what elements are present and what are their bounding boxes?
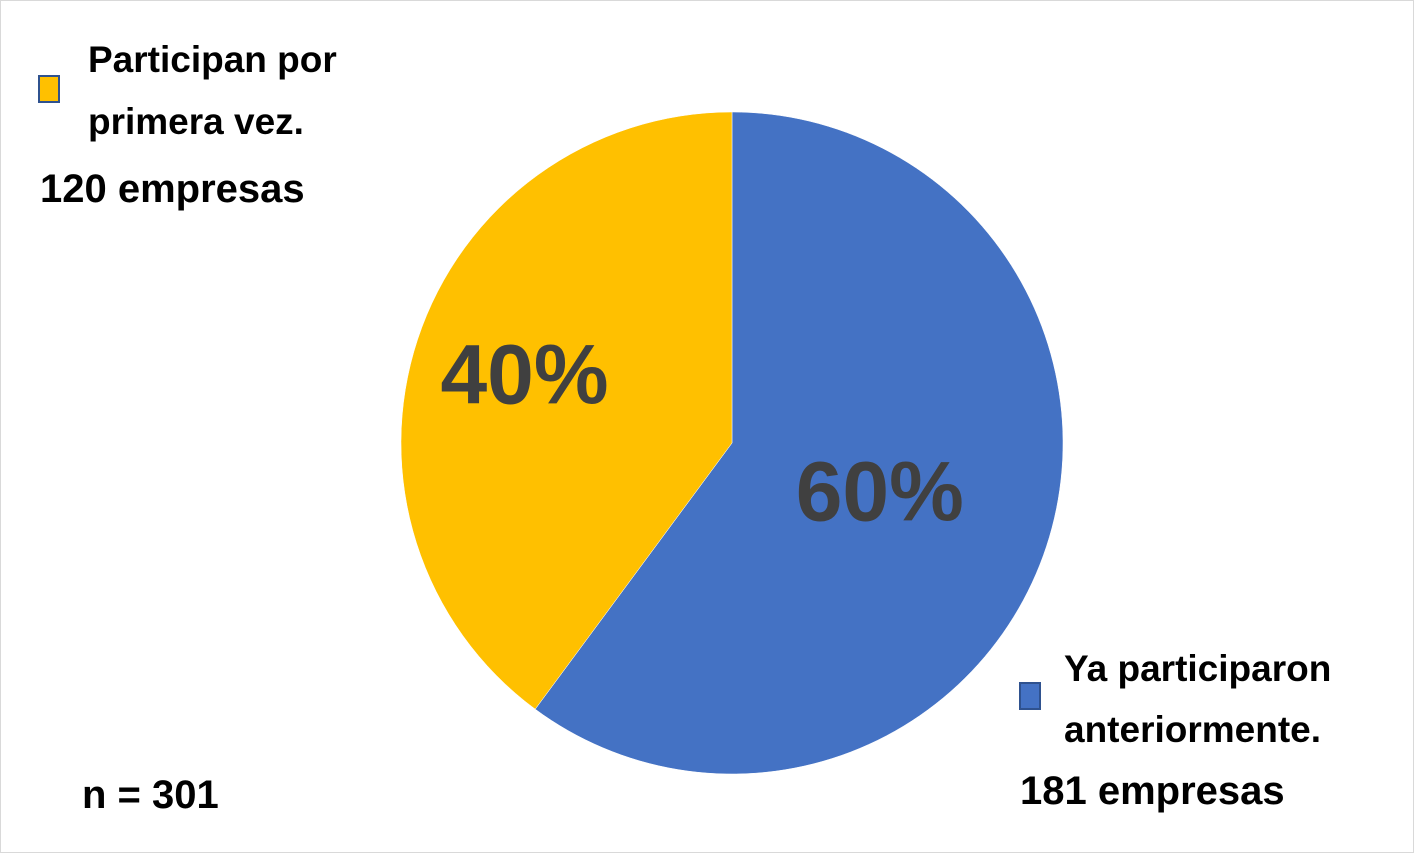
legend-label-previous-line1: Ya participaron	[1064, 648, 1332, 689]
pie-label-first-time: 40%	[440, 328, 608, 422]
legend-swatch-previous	[1019, 682, 1041, 710]
count-label-previous: 181 empresas	[1020, 769, 1285, 813]
pie-slice-labels: 60% 40%	[440, 328, 963, 539]
pie-slice-first-time	[400, 111, 733, 710]
legend-swatch-first-time	[38, 75, 60, 103]
legend-label-first-time-line1: Participan por	[88, 39, 337, 80]
pie-label-previous: 60%	[796, 445, 964, 539]
count-label-first-time: 120 empresas	[40, 167, 305, 211]
legend-label-first-time-line2: primera vez.	[88, 101, 304, 142]
legend-label-previous-line2: anteriormente.	[1064, 709, 1322, 750]
pie-slices	[400, 111, 1064, 775]
pie-slice-previous	[534, 111, 1064, 775]
sample-size-label: n = 301	[82, 773, 219, 817]
